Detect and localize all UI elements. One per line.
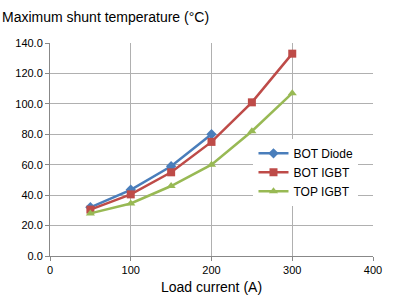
svg-text:60.0: 60.0	[21, 159, 42, 171]
svg-text:80.0: 80.0	[21, 128, 42, 140]
svg-text:120.0: 120.0	[15, 67, 43, 79]
svg-text:100.0: 100.0	[15, 98, 43, 110]
svg-text:BOT IGBT: BOT IGBT	[293, 166, 349, 180]
svg-text:140.0: 140.0	[15, 37, 43, 49]
svg-text:0.0: 0.0	[28, 250, 43, 262]
svg-text:20.0: 20.0	[21, 219, 42, 231]
svg-text:300: 300	[283, 264, 301, 276]
svg-text:100: 100	[122, 264, 140, 276]
svg-text:TOP IGBT: TOP IGBT	[293, 185, 349, 199]
svg-text:Load current (A): Load current (A)	[161, 279, 262, 295]
svg-text:BOT Diode: BOT Diode	[293, 147, 352, 161]
svg-text:Maximum shunt temperature (°C): Maximum shunt temperature (°C)	[2, 9, 209, 25]
svg-text:200: 200	[202, 264, 220, 276]
svg-text:0: 0	[47, 264, 53, 276]
svg-text:40.0: 40.0	[21, 189, 42, 201]
svg-text:400: 400	[364, 264, 382, 276]
